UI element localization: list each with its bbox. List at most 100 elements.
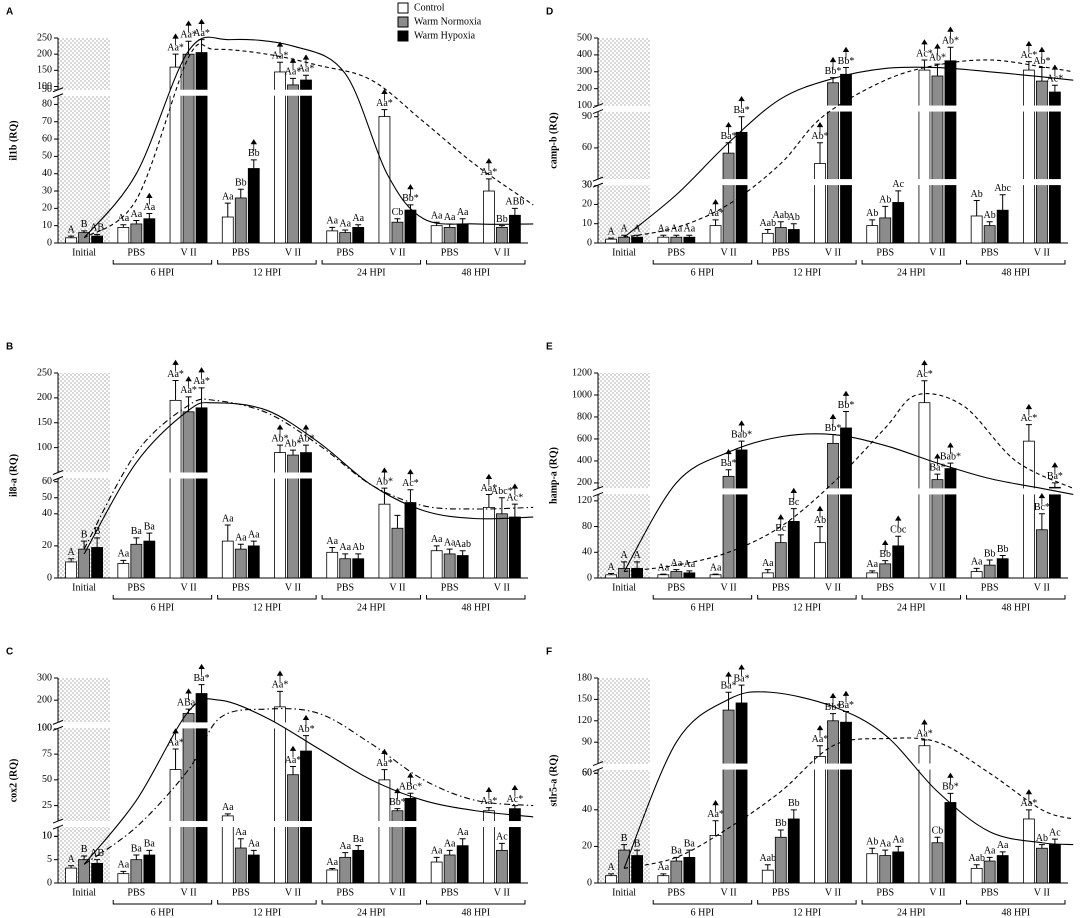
error-bar <box>277 61 283 72</box>
bar <box>631 855 644 884</box>
significance-label: AB <box>90 848 104 859</box>
arrow <box>738 664 745 677</box>
fit-curve <box>83 43 534 239</box>
bar <box>352 849 365 884</box>
group-bracket <box>861 260 962 265</box>
arrow <box>947 442 954 455</box>
bar <box>657 236 670 244</box>
bar <box>508 516 521 579</box>
significance-label: ABa* <box>177 697 200 708</box>
bar <box>195 52 208 244</box>
significance-label: Ac* <box>507 794 524 805</box>
bar <box>840 721 852 884</box>
error-bar <box>882 849 889 856</box>
bar <box>182 713 195 884</box>
bar <box>339 856 352 884</box>
y-tick-label: 20 <box>42 203 52 214</box>
group-label: 48 HPI <box>461 267 490 278</box>
group-bracket <box>966 595 1066 600</box>
group-bracket <box>321 260 422 265</box>
bar <box>195 407 208 579</box>
y-tick-label: 5 <box>47 854 52 865</box>
group-label: 48 HPI <box>1001 907 1030 918</box>
significance-label: Bc <box>788 497 800 508</box>
significance-label: Aa <box>326 216 338 227</box>
bar <box>221 540 234 579</box>
axis-break <box>52 722 530 729</box>
bar <box>970 571 983 579</box>
significance-label: Ac <box>1049 827 1061 838</box>
arrow <box>381 467 388 480</box>
bar <box>787 521 800 579</box>
x-tick-label: PBS <box>232 582 250 593</box>
bar <box>195 693 208 884</box>
x-tick-label: PBS <box>336 582 354 593</box>
panel-letter: C <box>6 647 13 658</box>
error-bar <box>830 434 836 444</box>
bar <box>143 854 156 884</box>
y-tick-label: 90 <box>42 84 52 95</box>
error-bar <box>329 226 336 231</box>
y-axis-label: cox2 (RQ) <box>8 759 19 803</box>
bar <box>234 197 247 244</box>
y-tick-label: 20 <box>582 841 592 852</box>
significance-label: B <box>621 833 628 844</box>
error-bar <box>224 202 231 218</box>
arrow <box>185 688 192 701</box>
error-bar <box>869 847 876 854</box>
bar <box>143 540 156 579</box>
error-bar <box>133 854 140 860</box>
error-bar <box>1025 424 1032 442</box>
arrow <box>816 121 824 134</box>
significance-label: Aa* <box>481 796 498 807</box>
bar <box>840 73 852 244</box>
group-label: 6 HPI <box>151 602 175 613</box>
group-bracket <box>217 900 317 905</box>
arrow <box>1051 462 1059 474</box>
bar <box>482 190 495 244</box>
bar <box>931 842 944 884</box>
arrow <box>146 192 153 205</box>
legend-swatch <box>397 2 409 14</box>
significance-label: Bb <box>496 214 508 225</box>
arrow <box>381 88 388 101</box>
significance-label: Aa <box>444 212 456 223</box>
group-label: 12 HPI <box>793 602 822 613</box>
x-tick-label: V II <box>494 247 510 258</box>
error-bar <box>381 487 388 505</box>
fit-curve <box>623 433 1074 572</box>
bar <box>866 572 879 579</box>
bar <box>300 452 312 579</box>
group-bracket <box>966 260 1066 265</box>
error-bar <box>511 503 518 518</box>
fit-curve <box>623 691 1074 869</box>
bar <box>683 856 696 884</box>
bar <box>495 227 508 244</box>
group-label: 24 HPI <box>357 267 386 278</box>
error-bar <box>973 864 980 869</box>
arrow <box>725 448 732 461</box>
significance-label: Bb* <box>825 66 842 77</box>
x-tick-label: Initial <box>612 582 636 593</box>
error-bar <box>608 573 615 575</box>
significance-label: Aab <box>759 853 776 864</box>
significance-label: Bb* <box>825 702 842 713</box>
significance-label: Aa* <box>167 42 184 53</box>
significance-label: Aab <box>968 853 985 864</box>
significance-label: Aa <box>326 536 338 547</box>
error-bar <box>608 237 615 240</box>
bar <box>130 543 143 579</box>
significance-label: Aa* <box>916 728 933 739</box>
significance-label: A <box>67 547 75 558</box>
error-bar <box>172 53 179 68</box>
bar <box>709 574 722 579</box>
y-tick-label: 90 <box>582 736 592 747</box>
error-bar <box>224 524 231 542</box>
y-tick-label: 300 <box>37 672 52 683</box>
error-bar <box>686 234 693 238</box>
bar <box>169 399 182 579</box>
error-bar <box>303 444 309 453</box>
significance-label: Aa <box>683 224 695 235</box>
